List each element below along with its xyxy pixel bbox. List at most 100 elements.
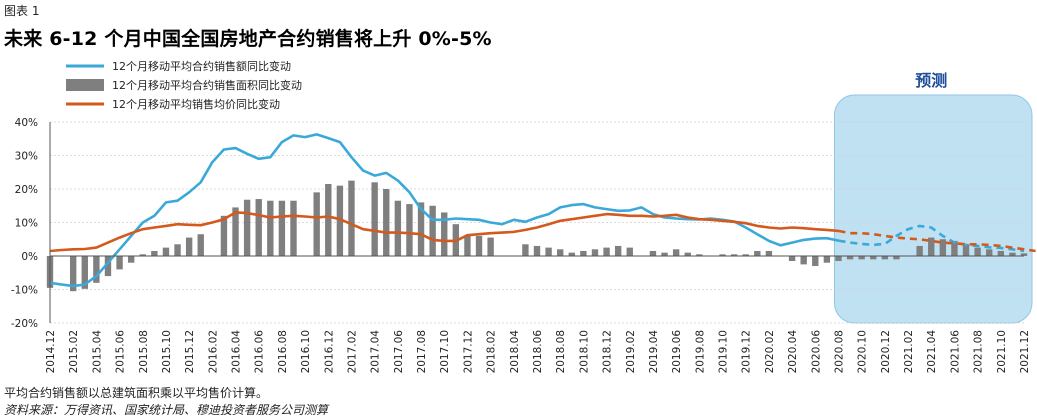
- area-bar: [696, 254, 703, 256]
- sales-line: [49, 133, 839, 288]
- area-bar: [719, 254, 726, 256]
- y-tick-label: -20%: [11, 318, 38, 330]
- area-bar: [626, 247, 633, 256]
- y-tick-label: 0%: [21, 251, 38, 263]
- x-tick-label: 2021.02: [903, 330, 915, 373]
- x-tick-label: 2019.06: [671, 330, 683, 374]
- x-tick-label: 2015.06: [115, 330, 127, 374]
- x-tick-label: 2016.10: [300, 330, 312, 373]
- area-bar: [730, 254, 738, 256]
- area-bar: [939, 239, 947, 256]
- area-bar: [417, 202, 425, 256]
- area-bar: [290, 200, 297, 256]
- area-bar: [70, 256, 77, 292]
- x-tick-label: 2020.02: [764, 330, 776, 373]
- area-bar: [684, 252, 691, 256]
- x-tick-label: 2019.12: [741, 330, 753, 373]
- area-bar: [800, 256, 807, 265]
- area-bar: [533, 245, 541, 256]
- area-bar: [313, 192, 320, 256]
- area-bar: [962, 244, 970, 256]
- area-bar: [1009, 252, 1016, 256]
- area-bar: [394, 200, 402, 256]
- area-bar: [220, 215, 228, 256]
- x-tick-label: 2019.08: [694, 330, 706, 373]
- x-tick-label: 2015.08: [138, 330, 150, 373]
- x-tick-label: 2018.04: [509, 330, 521, 374]
- legend-label: 12个月移动平均合约销售额同比变动: [112, 59, 291, 73]
- area-bar: [243, 199, 251, 256]
- area-bar: [557, 249, 564, 256]
- forecast-label: 预测: [915, 71, 947, 90]
- x-tick-label: 2021.04: [926, 330, 938, 374]
- y-tick-label: 40%: [15, 117, 38, 129]
- area-bar: [464, 235, 471, 256]
- x-tick-label: 2016.06: [254, 330, 266, 374]
- x-tick-label: 2018.12: [602, 330, 614, 373]
- x-tick-label: 2018.08: [555, 330, 567, 373]
- x-tick-label: 2014.12: [45, 330, 57, 373]
- x-tick-label: 2016.08: [277, 330, 289, 373]
- x-tick-label: 2016.02: [207, 330, 219, 373]
- x-tick-label: 2015.02: [68, 330, 80, 373]
- area-bar: [951, 240, 958, 256]
- x-tick-label: 2017.04: [370, 330, 382, 374]
- area-bar: [823, 256, 831, 263]
- area-bar: [846, 256, 854, 260]
- legend-swatch-bar: [66, 79, 104, 91]
- area-bar: [614, 245, 622, 256]
- area-bar: [487, 237, 494, 256]
- legend: 12个月移动平均合约销售额同比变动 12个月移动平均合约销售面积同比变动 12个月移…: [66, 59, 302, 111]
- area-bar: [151, 250, 158, 256]
- area-bar: [672, 249, 680, 256]
- figure-label: 图表 1: [4, 4, 40, 18]
- y-tick-label: 10%: [15, 218, 38, 230]
- x-tick-label: 2020.04: [787, 330, 799, 374]
- area-bar: [522, 244, 529, 256]
- y-tick-label: -10%: [11, 285, 38, 297]
- area-bar: [545, 247, 552, 256]
- area-bar: [255, 199, 262, 256]
- area-bar: [336, 185, 344, 256]
- area-bar: [139, 254, 146, 256]
- x-tick-label: 2020.06: [810, 330, 822, 374]
- x-tick-label: 2016.12: [323, 330, 335, 373]
- x-tick-label: 2020.08: [833, 330, 845, 373]
- area-bar: [742, 254, 749, 256]
- area-bar: [185, 237, 193, 256]
- x-tick-label: 2018.06: [532, 330, 544, 374]
- forecast-box: [833, 94, 1033, 324]
- area-bar: [661, 252, 668, 256]
- x-tick-label: 2015.10: [161, 330, 173, 373]
- axes: -20% -10% 0% 10% 20% 30% 40% 2014.12 2015.02 2015…: [11, 117, 1031, 373]
- area-bar: [325, 183, 332, 256]
- area-bar: [835, 256, 842, 262]
- area-bar: [429, 205, 436, 256]
- area-bar: [765, 250, 773, 256]
- price-line: [49, 211, 839, 253]
- sales-forecast-line: [838, 224, 1025, 253]
- chart-title: 未来 6-12 个月中国全国房地产合约销售将上升 0%-5%: [4, 28, 492, 50]
- area-bar: [591, 249, 599, 256]
- x-tick-label: 2021.06: [949, 330, 961, 374]
- x-tick-label: 2017.08: [416, 330, 428, 373]
- area-bar: [881, 256, 889, 260]
- x-tick-label: 2021.12: [1019, 330, 1031, 373]
- area-bar: [997, 250, 1004, 256]
- area-bar: [406, 204, 413, 256]
- footnote: 平均合约销售额以总建筑面积乘以平均售价计算。: [4, 386, 269, 400]
- area-bar: [916, 245, 923, 256]
- x-tick-label: 2021.10: [996, 330, 1008, 373]
- area-bar: [104, 256, 112, 277]
- x-tick-label: 2019.04: [648, 330, 660, 374]
- area-bar: [81, 256, 88, 289]
- legend-label: 12个月移动平均销售均价同比变动: [112, 97, 280, 111]
- x-tick-label: 2017.06: [393, 330, 405, 374]
- x-tick-label: 2017.02: [346, 330, 358, 373]
- area-bar: [893, 256, 900, 260]
- area-bar: [812, 256, 819, 267]
- x-tick-label: 2019.02: [625, 330, 637, 373]
- area-bar: [858, 256, 865, 260]
- x-tick-label: 2015.12: [184, 330, 196, 373]
